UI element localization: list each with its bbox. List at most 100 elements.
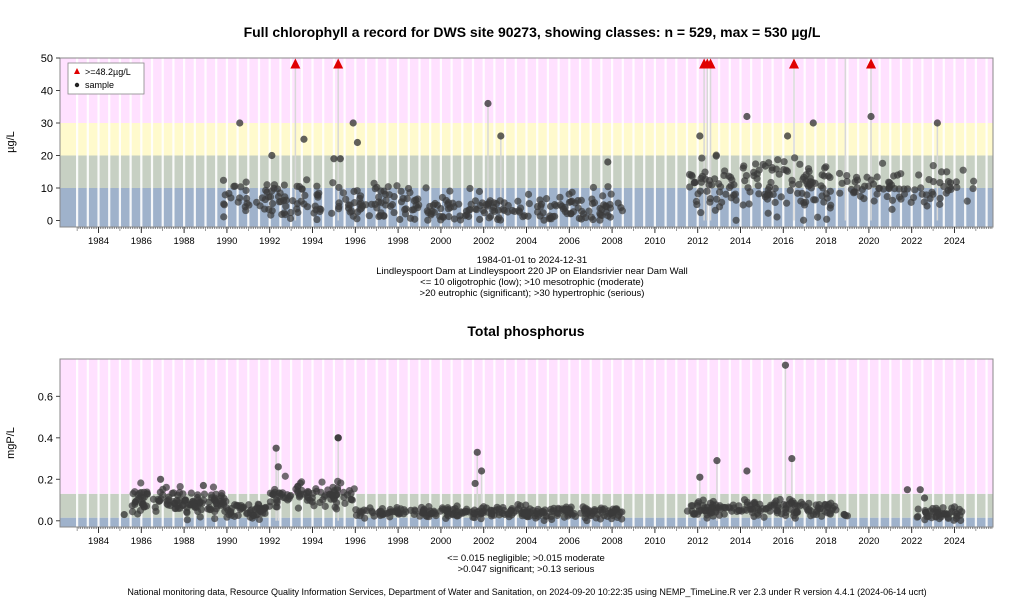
sample-point bbox=[539, 209, 547, 217]
sample-point bbox=[293, 200, 302, 208]
sample-point bbox=[612, 505, 620, 513]
sample-point bbox=[888, 205, 896, 213]
chlorophyll-legend: >=48.2µg/L sample bbox=[67, 62, 145, 95]
sample-point-outlier bbox=[920, 494, 929, 502]
sample-point bbox=[893, 171, 902, 179]
sample-point bbox=[262, 186, 270, 194]
sample-point bbox=[339, 189, 347, 197]
sample-point bbox=[921, 507, 929, 515]
sample-point bbox=[225, 189, 233, 198]
sample-point bbox=[720, 510, 728, 518]
sample-point bbox=[286, 214, 295, 223]
sample-point bbox=[524, 190, 533, 198]
sample-point bbox=[686, 183, 694, 191]
sample-point bbox=[691, 510, 699, 518]
sample-point bbox=[826, 204, 834, 212]
sample-point bbox=[375, 193, 383, 201]
sample-point bbox=[953, 183, 961, 192]
sample-point bbox=[794, 189, 802, 197]
sample-point bbox=[446, 187, 454, 195]
sample-point bbox=[400, 506, 408, 514]
sample-point bbox=[350, 485, 358, 493]
sample-point bbox=[368, 507, 376, 515]
sample-point bbox=[209, 483, 218, 491]
sample-point bbox=[492, 506, 500, 514]
sample-point bbox=[707, 504, 716, 512]
sample-point bbox=[456, 216, 465, 224]
chlorophyll-y-label: µg/L bbox=[5, 131, 17, 153]
sample-point bbox=[691, 178, 699, 186]
caption-classes-1: <= 10 oligotrophic (low); >10 mesotrophi… bbox=[420, 277, 644, 288]
x-tick-label: 2004 bbox=[516, 236, 537, 247]
sample-point bbox=[542, 512, 550, 520]
x-tick-label: 2010 bbox=[644, 236, 665, 247]
caption-site: Lindleyspoort Dam at Lindleyspoort 220 J… bbox=[376, 266, 688, 277]
sample-point bbox=[350, 199, 359, 207]
sample-point bbox=[793, 508, 802, 516]
sample-point bbox=[596, 204, 604, 212]
sample-point bbox=[194, 496, 202, 504]
sample-point bbox=[333, 486, 342, 494]
phosphorus-sample-points bbox=[120, 361, 966, 525]
sample-point bbox=[475, 187, 484, 196]
sample-point bbox=[817, 512, 826, 520]
sample-point-outlier bbox=[268, 151, 276, 160]
sample-point bbox=[879, 185, 888, 193]
sample-point bbox=[870, 197, 878, 205]
sample-point bbox=[768, 166, 776, 174]
sample-point bbox=[715, 188, 724, 196]
x-tick-label: 1990 bbox=[216, 536, 237, 547]
sample-point bbox=[713, 195, 721, 203]
sample-point bbox=[393, 503, 401, 512]
sample-point bbox=[308, 498, 316, 506]
x-tick-label: 1986 bbox=[131, 236, 152, 247]
sample-point bbox=[683, 507, 692, 515]
sample-point bbox=[218, 489, 226, 497]
sample-point bbox=[353, 215, 361, 223]
sample-point bbox=[589, 215, 597, 224]
sample-point bbox=[836, 189, 844, 197]
sample-point bbox=[301, 191, 309, 200]
sample-point bbox=[335, 183, 343, 192]
sample-point bbox=[242, 186, 250, 195]
sample-point bbox=[397, 187, 405, 195]
phosphorus-y-axis: 0.0 0.2 0.4 0.6 bbox=[38, 391, 60, 528]
sample-point bbox=[921, 516, 929, 524]
sample-point bbox=[196, 513, 204, 521]
sample-point bbox=[443, 510, 451, 519]
sample-point bbox=[590, 505, 599, 514]
sample-point bbox=[782, 501, 790, 509]
sample-point-outlier bbox=[604, 158, 612, 166]
sample-point bbox=[549, 212, 557, 221]
y-tick-label: 20 bbox=[41, 151, 53, 163]
sample-point bbox=[939, 504, 947, 512]
sample-point bbox=[749, 509, 757, 517]
sample-point bbox=[589, 183, 598, 192]
sample-point bbox=[331, 503, 339, 511]
sample-point bbox=[715, 504, 723, 512]
sample-point bbox=[266, 489, 275, 497]
x-tick-label: 2002 bbox=[473, 536, 494, 547]
sample-point bbox=[500, 199, 508, 207]
sample-point bbox=[514, 197, 522, 205]
sample-point bbox=[406, 189, 414, 197]
sample-point bbox=[701, 507, 709, 515]
x-tick-label: 2016 bbox=[773, 536, 794, 547]
sample-point bbox=[478, 199, 486, 207]
sample-point bbox=[159, 491, 167, 499]
sample-point bbox=[878, 159, 887, 167]
sample-point bbox=[445, 212, 453, 221]
sample-point bbox=[730, 504, 738, 512]
sample-point bbox=[542, 195, 551, 203]
sample-point bbox=[486, 197, 494, 205]
sample-point bbox=[606, 213, 614, 221]
sample-point bbox=[466, 184, 474, 193]
y-tick-label: 0.6 bbox=[38, 391, 53, 403]
sample-point bbox=[807, 512, 815, 520]
sample-point bbox=[507, 507, 515, 515]
sample-point bbox=[556, 193, 564, 201]
sample-point bbox=[471, 197, 480, 205]
sample-point bbox=[242, 206, 250, 215]
sample-point bbox=[786, 186, 794, 195]
sample-point-outlier bbox=[349, 119, 357, 127]
